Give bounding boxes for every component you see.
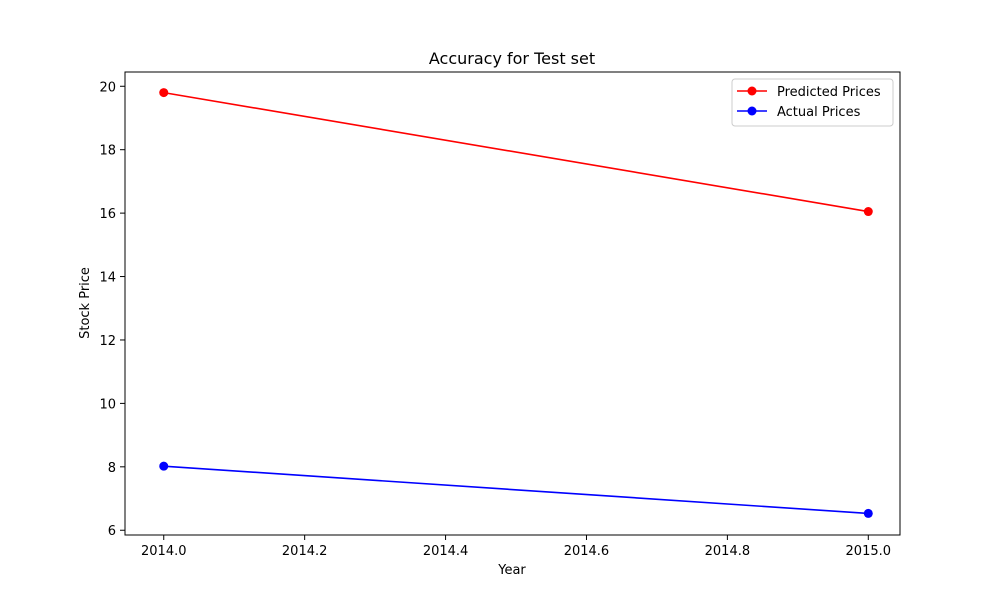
y-tick-label: 6 [108, 524, 116, 539]
y-axis-label: Stock Price [78, 267, 93, 339]
legend-box [731, 78, 894, 127]
legend-label: Predicted Prices [777, 85, 881, 100]
data-point [863, 207, 873, 217]
y-tick-label: 14 [99, 271, 116, 286]
x-tick-label: 2014.2 [282, 544, 328, 559]
y-tick-label: 10 [99, 397, 116, 412]
legend-label: Actual Prices [777, 105, 861, 120]
x-tick-label: 2014.4 [423, 544, 469, 559]
y-tick-label: 8 [108, 461, 116, 476]
y-tick-label: 12 [99, 334, 116, 349]
x-tick-label: 2014.0 [141, 544, 187, 559]
legend-swatch-marker [747, 86, 757, 96]
x-axis-label: Year [497, 563, 526, 578]
legend: Predicted Prices Actual Prices [731, 78, 894, 127]
chart-title: Accuracy for Test set [429, 49, 595, 68]
x-tick-label: 2014.8 [705, 544, 751, 559]
data-point [159, 88, 169, 98]
data-point [863, 508, 873, 518]
y-tick-label: 16 [99, 207, 116, 222]
series-line-2 [163, 465, 869, 515]
plot-frame [124, 71, 901, 536]
x-tick-label: 2014.6 [564, 544, 610, 559]
series-line-1 [163, 91, 869, 213]
y-tick-label: 20 [99, 80, 116, 95]
plot-area: 2014.0 2014.2 2014.4 2014.6 2014.8 2015.0 6 8 10… [99, 71, 901, 559]
y-tick-label: 18 [99, 144, 116, 159]
x-tick-label: 2015.0 [846, 544, 892, 559]
legend-swatch-marker [747, 106, 757, 116]
data-point [159, 461, 169, 471]
